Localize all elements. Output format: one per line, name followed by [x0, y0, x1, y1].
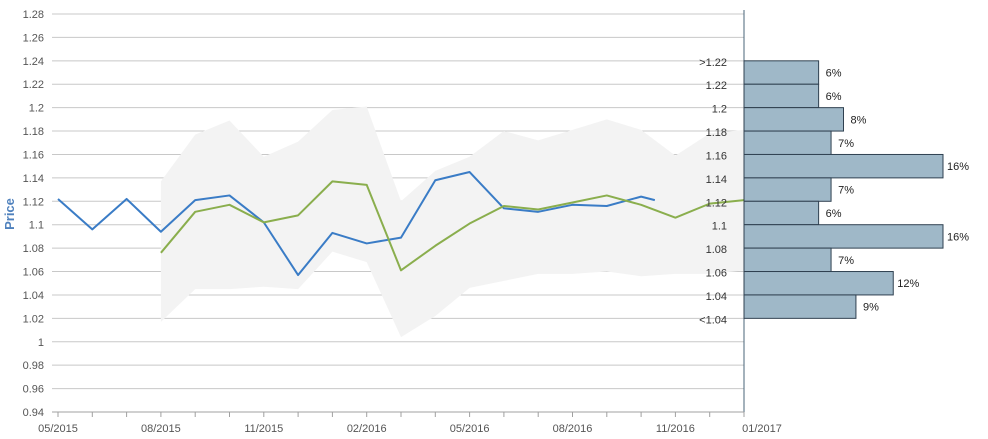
distribution-pct-label: 12% [897, 278, 919, 290]
distribution-bar [743, 200, 820, 226]
x-tick-label: 05/2015 [38, 423, 78, 435]
y-tick-label: 1.28 [23, 9, 44, 21]
distribution-bar [743, 294, 857, 319]
y-tick-label: 1.12 [23, 196, 44, 208]
distribution-bar [743, 177, 832, 202]
distribution-bin-label: 1.18 [706, 127, 727, 139]
distribution-bar [743, 224, 944, 249]
distribution-bar [743, 60, 820, 85]
distribution-bin-label: 1.12 [706, 197, 727, 209]
distribution-bin-label: 1.22 [706, 80, 727, 92]
y-tick-label: 1.06 [23, 267, 44, 279]
y-axis-label: Price [2, 198, 17, 230]
distribution-pct-label: 8% [851, 114, 867, 126]
x-tick-label: 11/2016 [656, 423, 695, 435]
y-tick-label: 1.26 [23, 32, 44, 44]
distribution-pct-label: 16% [947, 161, 969, 173]
y-tick-labels: 0.94 0.96 0.98 1 1.02 1.04 1.06 1.08 1.1 1.12 1.14… [23, 9, 44, 419]
y-tick-label: 1.14 [23, 173, 44, 185]
range-band-area [160, 106, 744, 338]
distribution-bin-label: 1.16 [706, 150, 727, 162]
y-tick-label: 0.98 [23, 360, 44, 372]
distribution-bar [743, 107, 844, 132]
y-tick-label: 1.16 [23, 149, 44, 161]
y-tick-label: 1.24 [23, 56, 44, 68]
distribution-bars: 6% >1.22 6% 1.22 8% 1.2 7% 1.18 16% 1.16 7% 1.14 6% 1… [699, 57, 969, 327]
y-tick-label: 1.1 [29, 220, 44, 232]
x-tick-label: 11/2015 [244, 423, 283, 435]
y-tick-label: 1.22 [23, 79, 44, 91]
y-tick-label: 1.08 [23, 243, 44, 255]
x-tick-label: 01/2017 [742, 423, 782, 435]
x-tick-label: 08/2016 [553, 423, 593, 435]
distribution-bin-label: <1.04 [699, 314, 727, 326]
y-tick-label: 0.94 [23, 407, 44, 419]
distribution-bar [743, 130, 832, 155]
distribution-bar [743, 247, 832, 273]
x-tick-label: 08/2015 [141, 423, 181, 435]
distribution-bin-label: 1.1 [712, 221, 727, 233]
y-tick-label: 0.96 [23, 384, 44, 396]
x-tick-labels: 05/2015 08/2015 11/2015 02/2016 05/2016 08/20… [38, 423, 782, 435]
distribution-pct-label: 7% [838, 138, 854, 150]
x-tick-label: 02/2016 [347, 423, 387, 435]
y-tick-label: 1.2 [29, 103, 44, 115]
series-line-1 [57, 171, 656, 277]
distribution-pct-label: 16% [947, 231, 969, 243]
distribution-pct-label: 9% [863, 302, 879, 314]
y-tick-label: 1 [38, 337, 44, 349]
y-tick-label: 1.02 [23, 313, 44, 325]
x-tick-label: 05/2016 [450, 423, 490, 435]
distribution-bin-label: 1.06 [706, 268, 727, 280]
distribution-bar [743, 153, 944, 179]
range-band [160, 106, 744, 338]
distribution-pct-label: 6% [826, 68, 842, 80]
distribution-bin-label: >1.22 [699, 57, 727, 69]
series-lines [57, 171, 745, 277]
y-tick-label: 1.04 [23, 290, 44, 302]
distribution-bar [743, 271, 894, 296]
distribution-pct-label: 6% [826, 208, 842, 220]
distribution-bar [743, 83, 820, 109]
distribution-pct-label: 7% [838, 255, 854, 267]
distribution-bin-label: 1.14 [706, 174, 727, 186]
distribution-pct-label: 7% [838, 185, 854, 197]
distribution-bin-label: 1.04 [706, 291, 727, 303]
distribution-bin-label: 1.08 [706, 244, 727, 256]
distribution-pct-label: 6% [826, 91, 842, 103]
series-line-2 [160, 180, 745, 272]
distribution-bin-label: 1.2 [712, 104, 727, 116]
y-tick-label: 1.18 [23, 126, 44, 138]
